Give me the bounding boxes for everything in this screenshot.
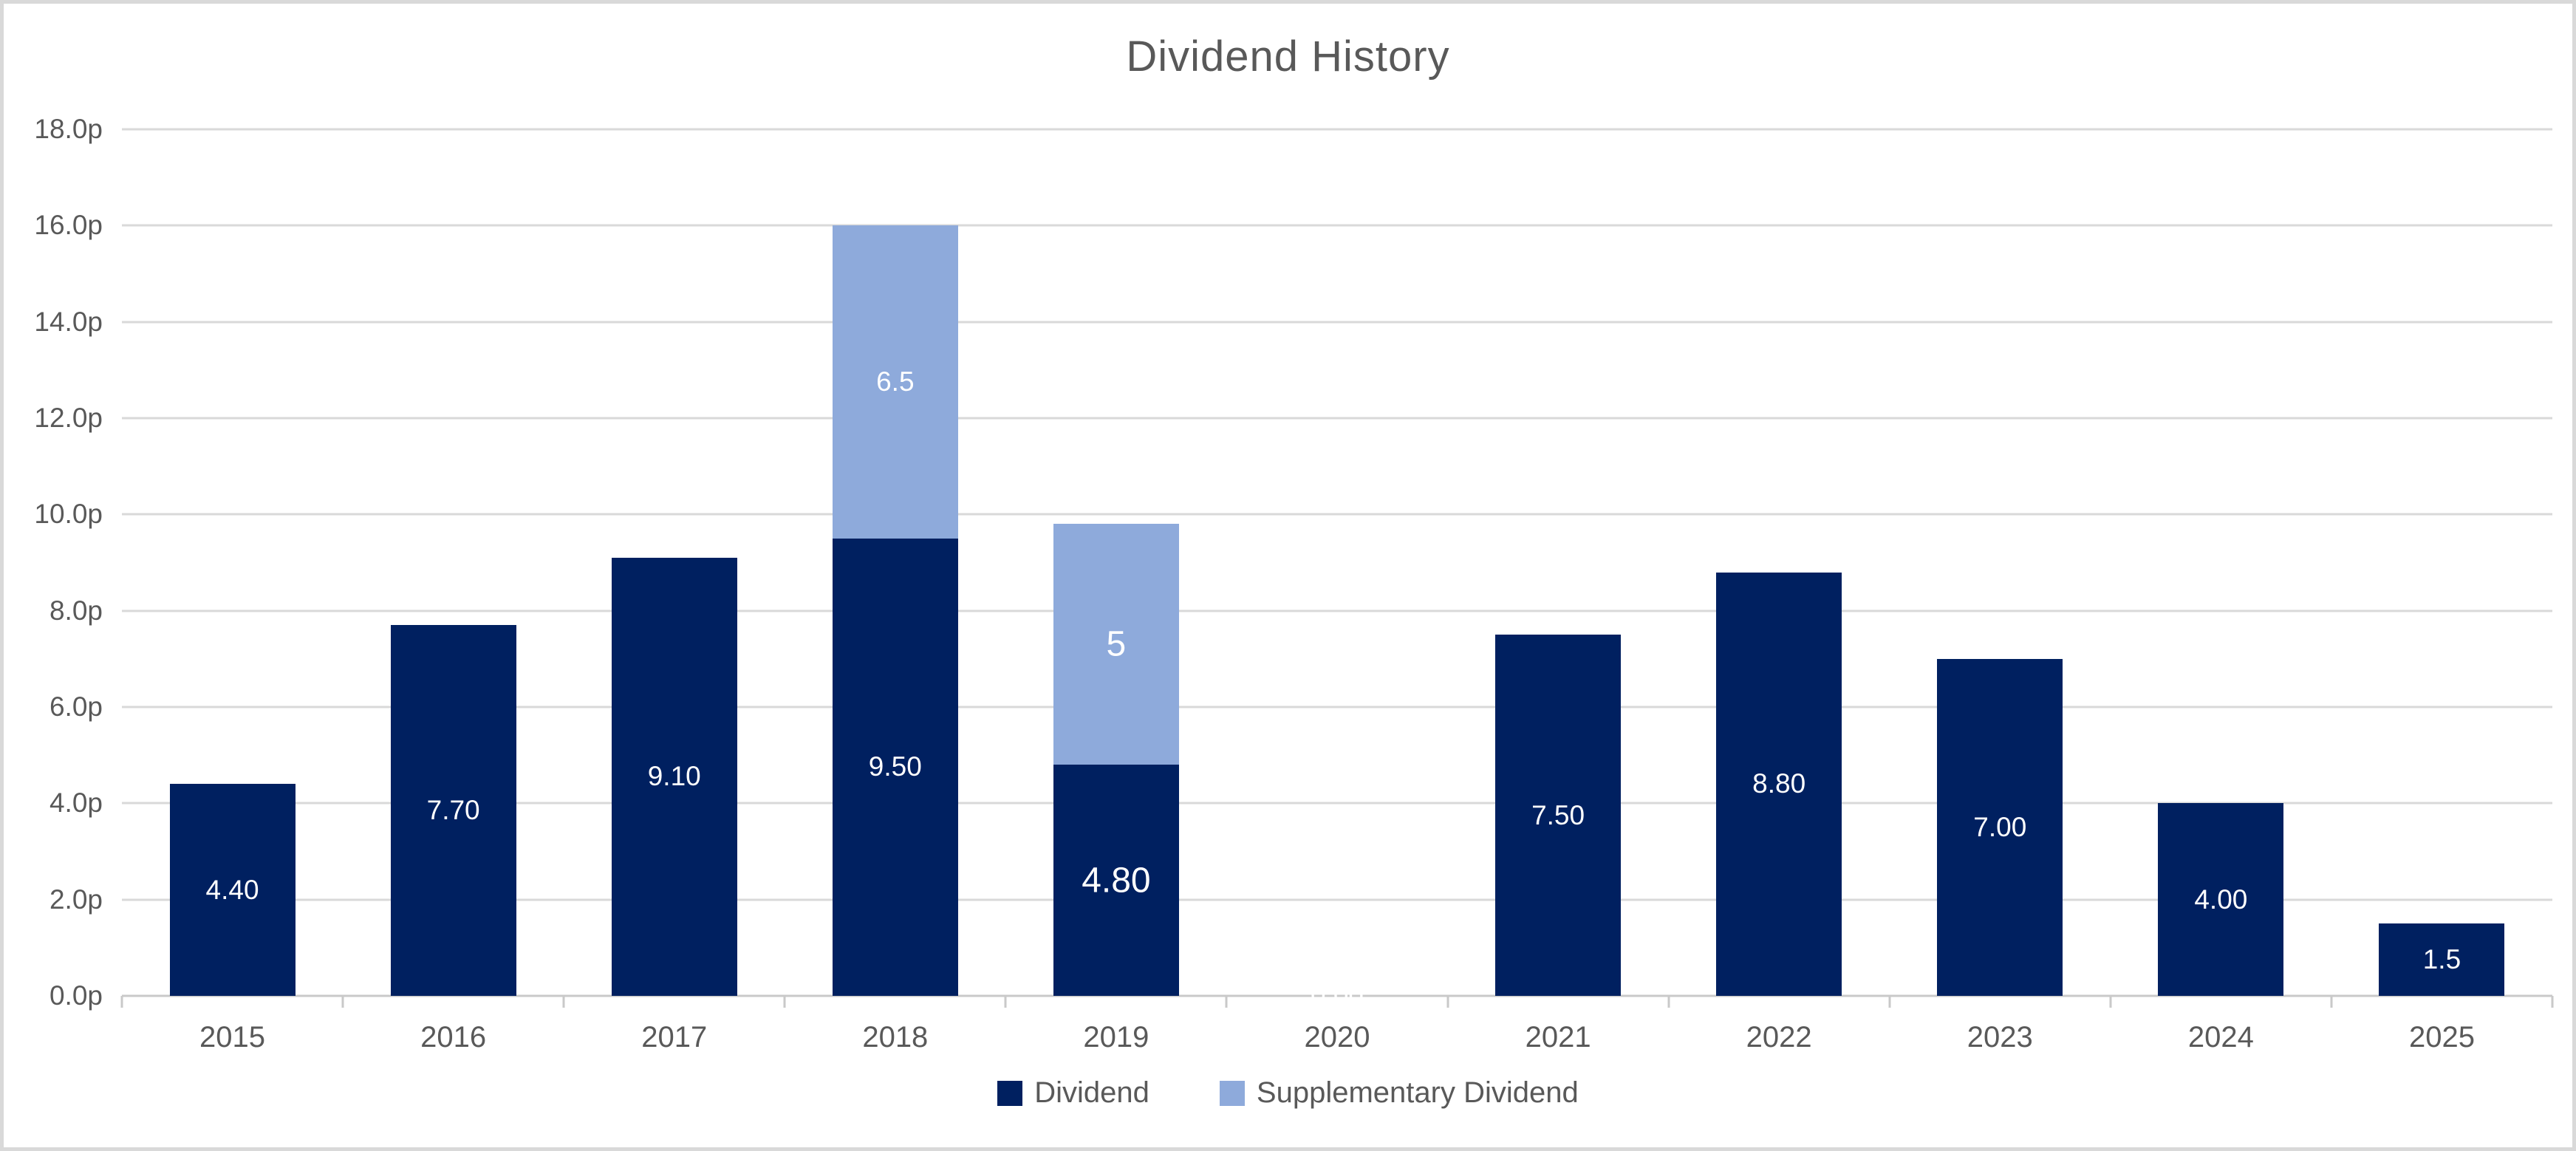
bar-segment-dividend-2023: 7.00 [1937,658,2063,996]
bar-stack-2017: 9.10 [611,129,737,996]
gridline [122,321,2552,324]
bar-stack-2021: 7.50 [1495,129,1622,996]
y-tick-label: 10.0p [34,499,103,530]
y-tick-label: 4.0p [49,788,103,819]
bar-stack-2023: 7.00 [1937,129,2063,996]
bar-segment-dividend-2016: 7.70 [390,625,516,996]
plot-area: 4.40 7.70 9.10 9.50 6.5 4.80 5 0.00 7.50 8.80 7.00… [120,128,2554,1011]
bar-segment-dividend-2018: 9.50 [832,538,958,996]
gridline [122,609,2552,612]
bar-stack-2020: 0.00 [1274,129,1400,1011]
bar-stack-2025: 1.5 [2379,129,2505,996]
bar-value-label: 1.5 [2422,944,2461,975]
legend-label-dividend: Dividend [1034,1076,1149,1109]
bar-value-label: 8.80 [1752,768,1806,799]
y-tick-label: 8.0p [49,595,103,626]
bar-stack-2022: 8.80 [1716,129,1842,996]
y-axis-labels: 0.0p 2.0p 4.0p 6.0p 8.0p 10.0p 12.0p 14.0p 16.0p… [4,114,103,1011]
gridline [122,417,2552,420]
bar-value-label: 4.40 [205,874,259,905]
y-tick-label: 18.0p [34,114,103,144]
y-tick-label: 6.0p [49,691,103,722]
legend-item-supplementary-dividend: Supplementary Dividend [1219,1076,1579,1110]
x-tick-label-2016: 2016 [420,1021,487,1053]
x-tick-label-2023: 2023 [1967,1021,2033,1053]
x-axis-tick-mark [2109,996,2112,1008]
y-tick-label: 12.0p [34,403,103,433]
bar-value-label-zero: 0.00 [1310,980,1364,1011]
x-tick-label-2025: 2025 [2408,1021,2475,1053]
x-axis-tick-mark [1446,996,1449,1008]
legend: Dividend Supplementary Dividend [4,1076,2572,1110]
x-axis-tick-mark [783,996,786,1008]
bar-segment-supplementary-2018: 6.5 [832,225,958,539]
bar-stack-2015: 4.40 [169,129,295,996]
x-tick-label-2018: 2018 [862,1021,929,1053]
bar-segment-dividend-2025: 1.5 [2379,923,2505,996]
x-axis-tick-mark [120,996,123,1008]
x-tick-label-2020: 2020 [1304,1021,1370,1053]
bar-segment-dividend-2017: 9.10 [611,557,737,996]
bar-segment-dividend-2022: 8.80 [1716,572,1842,996]
bar-stack-2019: 4.80 5 [1053,129,1179,996]
gridline [122,898,2552,901]
bar-stack-2024: 4.00 [2158,129,2284,996]
x-axis-labels: 2015 2016 2017 2018 2019 2020 2021 2022 2023 2024… [122,1021,2552,1065]
gridline [122,128,2552,131]
gridline [122,802,2552,805]
x-tick-label-2019: 2019 [1083,1021,1149,1053]
x-tick-label-2022: 2022 [1746,1021,1812,1053]
x-axis-tick-mark [2330,996,2333,1008]
gridline [122,513,2552,516]
x-axis-tick-mark [341,996,344,1008]
bar-segment-dividend-2015: 4.40 [169,784,295,996]
bar-value-label: 7.50 [1531,799,1585,830]
x-axis-line [122,994,2552,997]
bar-stack-2018: 9.50 6.5 [832,129,958,996]
bar-value-label: 4.00 [2194,884,2248,915]
x-axis-tick-mark [1004,996,1007,1008]
x-axis-tick-mark [562,996,565,1008]
bar-value-label: 9.10 [647,761,701,792]
y-tick-label: 14.0p [34,306,103,337]
x-tick-label-2017: 2017 [641,1021,708,1053]
bar-value-label: 7.70 [426,795,480,826]
x-axis-tick-mark [2551,996,2554,1008]
bar-segment-supplementary-2019: 5 [1053,524,1179,765]
legend-swatch-supplementary-dividend [1219,1080,1245,1106]
y-tick-label: 16.0p [34,210,103,241]
legend-swatch-dividend [997,1080,1023,1106]
x-tick-label-2021: 2021 [1525,1021,1591,1053]
x-tick-label-2024: 2024 [2187,1021,2254,1053]
bar-value-label: 7.00 [1973,811,2027,842]
x-axis-tick-mark [1667,996,1670,1008]
bar-segment-dividend-2024: 4.00 [2158,803,2284,996]
legend-label-supplementary-dividend: Supplementary Dividend [1256,1076,1579,1109]
bar-value-label: 5 [1106,624,1127,664]
chart-title: Dividend History [1126,33,1450,81]
legend-item-dividend: Dividend [997,1076,1149,1110]
bar-segment-dividend-2021: 7.50 [1495,635,1622,996]
bar-value-label: 9.50 [868,751,922,782]
y-tick-label: 2.0p [49,884,103,915]
gridline [122,224,2552,227]
bar-stack-2016: 7.70 [390,129,516,996]
gridline [122,706,2552,708]
x-axis-tick-mark [1225,996,1228,1008]
bar-value-label: 6.5 [876,366,915,397]
x-axis-tick-mark [1888,996,1891,1008]
bar-segment-dividend-2019: 4.80 [1053,765,1179,996]
bars-layer: 4.40 7.70 9.10 9.50 6.5 4.80 5 0.00 7.50 8.80 7.00… [122,129,2552,1011]
x-tick-label-2015: 2015 [199,1021,266,1053]
bar-value-label: 4.80 [1082,861,1151,901]
y-tick-label: 0.0p [49,980,103,1011]
